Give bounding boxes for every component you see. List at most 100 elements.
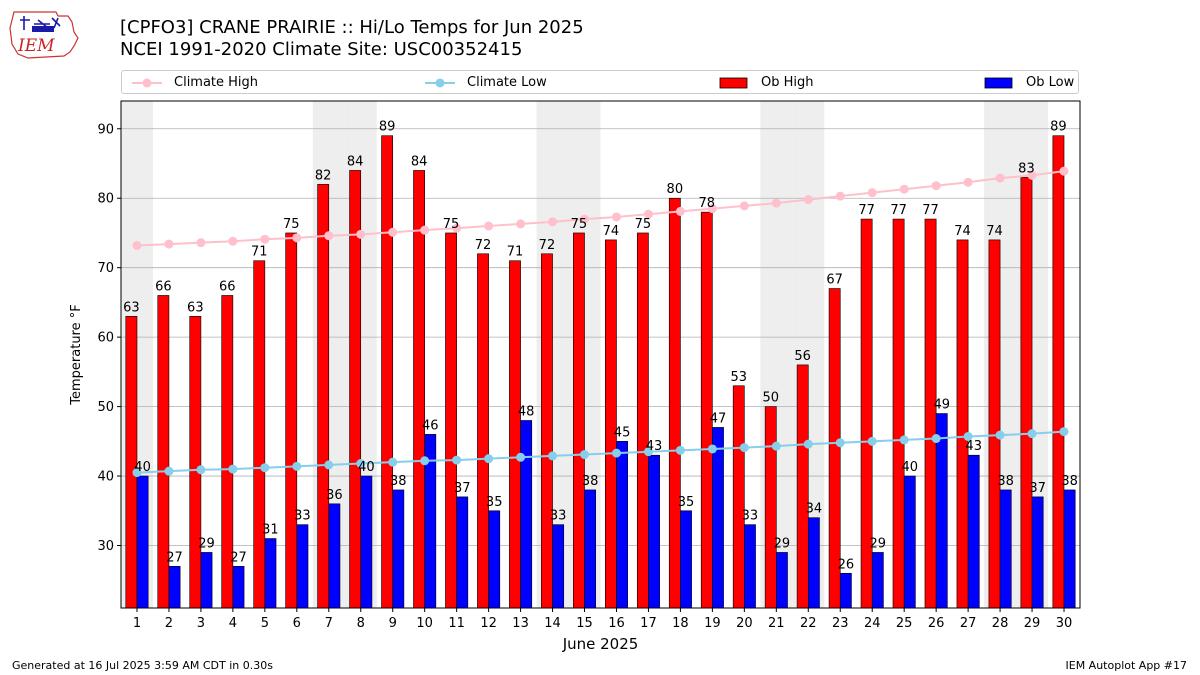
logo-text: IEM [17,36,55,56]
x-tick-label: 14 [544,616,561,631]
legend-label: Climate High [174,75,259,90]
ob-low-bar [1063,489,1076,609]
chart-title: [CPFO3] CRANE PRAIRIE :: Hi/Lo Temps for… [120,17,584,38]
climate-high-point [963,177,973,187]
ob-low-label: 31 [262,523,279,538]
ob-high-label: 75 [443,217,460,232]
ob-low-label: 34 [806,502,823,517]
ob-low-label: 27 [166,550,183,565]
ob-low-bar [264,538,277,609]
legend-label: Ob Low [1026,75,1075,90]
ob-low-bar [776,552,788,609]
ob-high-bar [924,218,937,609]
climate-high-point [356,229,366,239]
climate-low-point [388,457,398,467]
ob-low-bar [136,475,149,609]
ob-high-bar [1020,177,1033,609]
ob-low-bar [967,454,980,609]
ob-low-label: 43 [646,439,663,454]
ob-high-label: 83 [1018,161,1035,176]
y-tick-label: 70 [97,261,114,276]
ob-low-label: 35 [486,495,503,510]
climate-high-point [1059,166,1069,176]
ob-low-label: 38 [582,474,599,489]
climate-high-point [132,240,142,250]
climate-low-point [707,444,717,454]
ob-low-bar [648,454,660,609]
x-tick-label: 13 [512,616,529,631]
climate-low-point [995,430,1005,440]
ob-high-bar [189,316,202,609]
climate-high-point [611,212,621,222]
legend: Climate High Climate Low Ob High Ob Low [121,70,1079,94]
climate-high-point [995,173,1005,183]
ob-low-bar [232,566,245,609]
ob-low-bar [360,475,373,609]
climate-low-point [196,465,206,475]
ob-high-label: 89 [379,120,396,135]
ob-high-label: 63 [187,300,204,315]
ob-high-label: 84 [347,154,364,169]
x-tick-label: 19 [704,616,721,631]
footer-app: IEM Autoplot App #17 [1065,659,1188,672]
ob-high-bar [509,260,521,609]
x-tick-label: 18 [672,616,689,631]
ob-low-label: 36 [326,488,343,503]
climate-low-point [420,456,430,466]
ob-high-label: 66 [219,279,236,294]
ob-low-label: 47 [710,411,727,426]
climate-low-point [1027,429,1037,439]
ob-low-label: 33 [550,509,567,524]
ob-high-bar [956,239,969,609]
climate-high-point [196,238,206,248]
climate-low-line [136,430,1065,474]
ob-low-bar [200,552,213,609]
climate-high-point [739,201,749,211]
climate-high-point [164,239,174,249]
x-tick-label: 25 [896,616,913,631]
ob-high-bar [573,232,585,609]
ob-high-bar [413,170,425,609]
climate-high-point [643,209,653,219]
climate-high-point [388,227,398,237]
ob-low-bar [680,510,692,609]
ob-low-bar [871,552,884,609]
ob-high-label: 82 [315,168,332,183]
ob-high-bar [604,239,617,609]
ob-high-bar [1052,135,1065,609]
ob-high-bar [732,385,745,609]
plot-frame [120,100,1081,609]
ob-high-label: 72 [475,238,492,253]
legend-label: Climate Low [467,75,547,90]
x-tick-label: 3 [197,616,205,631]
legend-label: Ob High [761,75,814,90]
ob-low-label: 38 [997,474,1014,489]
ob-low-label: 27 [230,550,247,565]
ob-low-swatch-icon [984,77,1013,89]
climate-low-point [931,434,941,444]
climate-low-point [739,443,749,453]
ob-low-bar [328,503,341,609]
climate-high-point [867,188,877,198]
climate-low-point [132,468,142,478]
ob-high-bar [636,232,649,609]
ob-high-bar [317,184,330,609]
x-tick-label: 22 [800,616,817,631]
x-tick-label: 29 [1024,616,1041,631]
ob-low-label: 38 [390,474,407,489]
ob-high-label: 75 [571,217,588,232]
y-tick-label: 60 [97,331,114,346]
climate-low-point [580,450,590,460]
ob-low-label: 29 [198,536,215,551]
ob-high-bar [477,253,489,609]
ob-low-bar [168,566,181,609]
climate-high-line [136,170,1065,247]
x-tick-label: 20 [736,616,753,631]
y-axis-label: Temperature °F [69,304,84,405]
iem-logo: IEM [9,11,79,59]
ob-high-label: 74 [954,224,971,239]
ob-low-bar [488,510,501,609]
ob-high-label: 75 [635,217,652,232]
ob-low-bar [807,517,820,609]
ob-high-bar [445,232,457,609]
